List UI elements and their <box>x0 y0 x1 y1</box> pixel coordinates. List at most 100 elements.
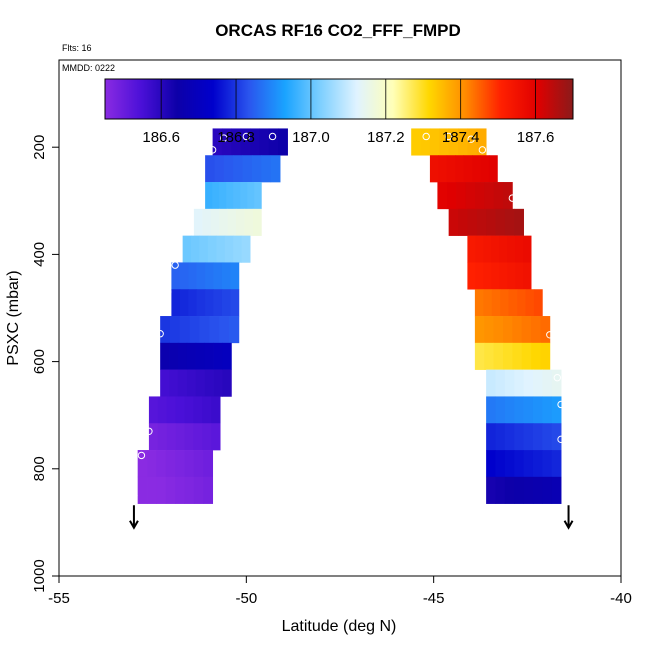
heatmap-cell <box>169 342 179 370</box>
heatmap-cell <box>532 423 543 451</box>
heatmap-cell <box>446 155 456 183</box>
descent-arrows <box>129 505 574 530</box>
colorbar-tick-label: 186.8 <box>217 129 255 146</box>
heatmap-cell <box>525 289 535 317</box>
heatmap-cell <box>205 262 214 290</box>
x-tick-label: -50 <box>235 590 257 607</box>
flights-annotation: Flts: 16 <box>62 43 92 53</box>
heatmap-cell <box>196 262 206 290</box>
heatmap-cell <box>463 155 473 183</box>
heatmap-cell <box>184 476 195 504</box>
heatmap-cell <box>156 476 167 504</box>
heatmap-cell <box>502 316 513 344</box>
y-tick-label: 600 <box>31 349 48 374</box>
flight-point <box>444 132 453 141</box>
heatmap-cell <box>170 316 181 344</box>
heatmap-cell <box>484 316 495 344</box>
heatmap-cell <box>195 342 206 370</box>
colorbar-tick-label: 187.2 <box>367 129 405 146</box>
heatmap-cell <box>507 235 516 263</box>
y-axis-label: PSXC (mbar) <box>5 270 22 365</box>
heatmap-cell <box>210 208 220 236</box>
heatmap-cell <box>495 476 506 504</box>
heatmap-cell <box>493 342 504 370</box>
heatmap-cell <box>137 450 148 478</box>
heatmap-cell <box>476 208 487 236</box>
heatmap-cell <box>521 342 532 370</box>
heatmap-cell <box>502 182 513 210</box>
heatmap-cell <box>233 235 243 263</box>
heatmap-cell <box>486 450 496 478</box>
heatmap-cell <box>495 423 506 451</box>
flight-point <box>508 194 517 202</box>
heatmap-cell <box>240 128 251 156</box>
heatmap-cell <box>458 128 468 156</box>
heatmap-cell <box>480 155 490 183</box>
heatmap-cell <box>254 182 262 210</box>
flight-point <box>557 400 565 409</box>
heatmap-cell <box>502 342 513 370</box>
x-tick-label: -55 <box>48 590 70 607</box>
heatmap-cell <box>244 208 254 236</box>
flight-point <box>130 491 138 500</box>
date-annotation: MMDD: 0222 <box>62 63 115 73</box>
heatmap-cell <box>219 316 230 344</box>
heatmap-cell <box>241 235 251 263</box>
flight-point <box>553 373 562 382</box>
heatmap-cell <box>205 289 214 317</box>
heatmap-cell <box>484 342 495 370</box>
heatmap-cell <box>499 235 508 263</box>
heatmap-cell <box>205 155 215 183</box>
heatmap-cell <box>202 396 212 424</box>
heatmap-cell <box>169 369 179 397</box>
heatmap-cell <box>137 476 148 504</box>
heatmap-cell <box>165 450 176 478</box>
flight-point <box>422 132 430 141</box>
heatmap-cell <box>448 128 459 156</box>
heatmap-cell <box>166 423 177 451</box>
heatmap-cell <box>437 182 448 210</box>
heatmap-cell <box>504 450 515 478</box>
heatmap-cell <box>542 423 553 451</box>
heatmap-cell <box>157 396 168 424</box>
heatmap-cell <box>486 423 496 451</box>
heatmap-cell <box>474 289 484 317</box>
heatmap-cell <box>523 235 532 263</box>
heatmap-cell <box>495 396 506 424</box>
flight-point <box>163 288 172 296</box>
heatmap-cell <box>514 476 524 504</box>
x-axis-label: Latitude (deg N) <box>282 618 397 635</box>
heatmap-cell <box>177 369 188 397</box>
heatmap-cell <box>222 342 232 370</box>
heatmap-cell <box>438 155 448 183</box>
heatmap-cell <box>157 423 168 451</box>
heatmap-cell <box>233 155 243 183</box>
heatmap-cell <box>493 182 504 210</box>
heatmap-cell <box>504 208 515 236</box>
heatmap-cell <box>446 182 457 210</box>
heatmap-cell <box>182 235 192 263</box>
heatmap-cell <box>229 316 240 344</box>
heatmap-cell <box>542 396 553 424</box>
heatmap-cell <box>475 235 484 263</box>
heatmap-cell <box>179 316 191 344</box>
heatmap-cell <box>504 396 515 424</box>
heatmap-cell <box>499 262 508 290</box>
heatmap-cell <box>467 208 478 236</box>
heatmap-cell <box>551 396 562 424</box>
heatmap-cell <box>175 423 185 451</box>
heatmap-cell <box>184 450 195 478</box>
heatmap-cell <box>483 262 492 290</box>
heatmap-cell <box>455 155 465 183</box>
heatmap-cell <box>268 128 279 156</box>
heatmap-cell <box>221 262 231 290</box>
heatmap-cell <box>495 369 506 397</box>
heatmap-cell <box>188 289 198 317</box>
flight-point <box>208 146 217 154</box>
y-tick-label: 1000 <box>31 559 48 592</box>
heatmap-cell <box>202 423 212 451</box>
heatmap-cell <box>160 316 171 344</box>
heatmap-cell <box>523 476 534 504</box>
heatmap-cell <box>512 316 523 344</box>
heatmap-cell <box>533 289 543 317</box>
